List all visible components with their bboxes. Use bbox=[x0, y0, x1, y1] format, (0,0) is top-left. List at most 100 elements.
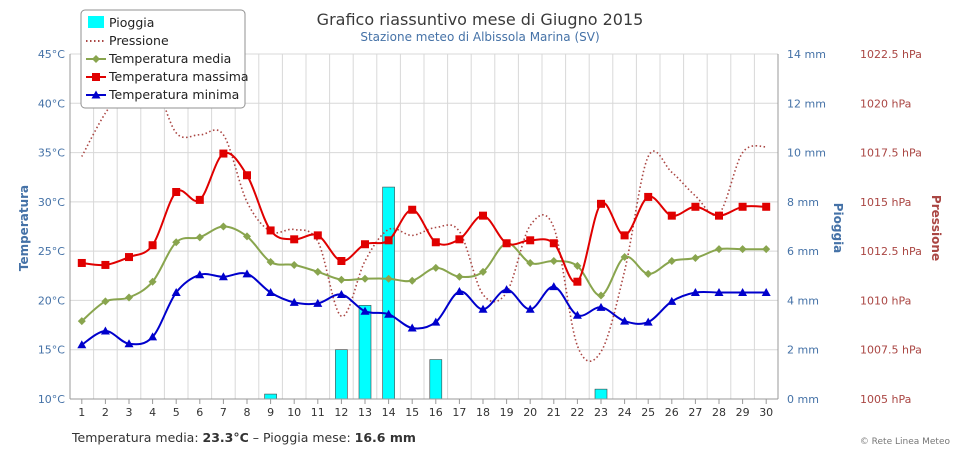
rain-tick-label: 0 mm bbox=[787, 393, 819, 406]
temperatura-media-point bbox=[620, 253, 629, 262]
temperature-tick-label: 35°C bbox=[38, 147, 65, 160]
temperatura-media-point bbox=[195, 233, 204, 242]
temperatura-media-point bbox=[172, 238, 181, 247]
x-tick-label: 28 bbox=[712, 406, 726, 419]
rain-tick-label: 4 mm bbox=[787, 294, 819, 307]
triangle-marker-icon bbox=[91, 90, 101, 99]
temperatura-media-point bbox=[573, 261, 582, 270]
temperatura-minima-point bbox=[171, 288, 181, 297]
temperatura-media-point bbox=[479, 267, 487, 276]
temperatura-massima-point bbox=[455, 235, 464, 244]
temperatura-media-point bbox=[762, 245, 771, 254]
temperatura-massima-point bbox=[644, 192, 653, 201]
rain-tick-label: 12 mm bbox=[787, 97, 826, 110]
legend-item-temperatura-massima[interactable]: Temperatura massima bbox=[86, 69, 249, 84]
temperatura-media-point bbox=[77, 317, 86, 326]
temperatura-massima-point bbox=[573, 277, 582, 286]
temperatura-minima-point bbox=[100, 326, 110, 335]
chart-subtitle: Stazione meteo di Albissola Marina (SV) bbox=[360, 30, 599, 44]
temperatura-media-point bbox=[597, 291, 605, 300]
rain-bar bbox=[594, 388, 608, 400]
legend-item-temperatura-media[interactable]: Temperatura media bbox=[86, 51, 231, 66]
temperatura-media-point bbox=[738, 245, 747, 254]
temperatura-minima-point bbox=[124, 339, 134, 348]
temperature-tick-label: 25°C bbox=[38, 245, 65, 258]
temperatura-massima-point bbox=[762, 202, 771, 211]
rain-axis-title: Pioggia bbox=[831, 203, 845, 254]
x-tick-label: 24 bbox=[618, 406, 632, 419]
temperatura-media-point bbox=[526, 258, 535, 267]
temperatura-media-point bbox=[549, 257, 558, 265]
chart-legend: Pioggia Pressione Temperatura media Temp… bbox=[80, 9, 249, 109]
temperatura-minima-point bbox=[336, 290, 346, 299]
temperatura-minima-point bbox=[384, 309, 394, 318]
temperature-tick-label: 10°C bbox=[38, 393, 65, 406]
footer-rain-label: Pioggia mese: bbox=[263, 430, 351, 445]
x-tick-label: 11 bbox=[311, 406, 325, 419]
temperatura-media-point bbox=[384, 274, 393, 283]
temperatura-media-point bbox=[101, 297, 110, 306]
pressure-tick-label: 1012.5 hPa bbox=[860, 245, 922, 258]
diamond-marker-icon bbox=[92, 55, 100, 63]
temperatura-massima-point bbox=[431, 238, 440, 247]
temperatura-minima-point bbox=[266, 288, 276, 297]
rain-bar bbox=[429, 359, 443, 400]
footer-summary: Temperatura media: 23.3°C – Pioggia mese… bbox=[71, 430, 416, 445]
temperatura-massima-point bbox=[502, 239, 511, 248]
temperatura-media-point bbox=[408, 276, 417, 285]
temperatura-minima-point bbox=[77, 340, 87, 349]
legend-label: Pressione bbox=[109, 33, 169, 48]
legend-label: Temperatura minima bbox=[108, 87, 239, 102]
temperatura-massima-point bbox=[266, 226, 275, 235]
x-tick-label: 14 bbox=[382, 406, 396, 419]
temperatura-massima-point bbox=[101, 260, 110, 269]
temperatura-massima-point bbox=[125, 253, 133, 262]
chart-title: Grafico riassuntivo mese di Giugno 2015 bbox=[317, 10, 644, 29]
x-tick-label: 27 bbox=[688, 406, 702, 419]
rain-bar bbox=[264, 393, 277, 400]
legend-label: Pioggia bbox=[109, 15, 154, 30]
temperatura-massima-point bbox=[715, 211, 723, 220]
temperatura-minima-point bbox=[195, 270, 205, 279]
legend-box bbox=[80, 9, 246, 109]
x-tick-label: 19 bbox=[500, 406, 514, 419]
x-tick-label: 10 bbox=[287, 406, 301, 419]
temperatura-massima-point bbox=[290, 235, 299, 244]
temperatura-minima-point bbox=[360, 306, 370, 315]
pressure-tick-label: 1010 hPa bbox=[860, 294, 911, 307]
pressure-axis-title: Pressione bbox=[929, 195, 943, 261]
legend-item-pressione[interactable]: Pressione bbox=[86, 33, 169, 48]
pressure-tick-label: 1022.5 hPa bbox=[860, 48, 922, 61]
x-tick-label: 8 bbox=[244, 406, 251, 419]
temperatura-massima-point bbox=[526, 236, 535, 245]
square-marker-icon bbox=[92, 73, 100, 81]
footer-rain-value: 16.6 mm bbox=[355, 430, 416, 445]
rain-tick-label: 10 mm bbox=[787, 147, 826, 160]
temperatura-media-point bbox=[715, 245, 723, 254]
temperatura-massima-point bbox=[337, 257, 346, 265]
x-tick-label: 29 bbox=[736, 406, 750, 419]
temperatura-minima-point bbox=[761, 288, 771, 297]
temperatura-media-point bbox=[290, 260, 299, 269]
temperatura-minima-point bbox=[643, 317, 653, 326]
x-tick-label: 16 bbox=[429, 406, 443, 419]
legend-item-temperatura-minima[interactable]: Temperatura minima bbox=[86, 87, 239, 102]
temperatura-massima-point bbox=[243, 171, 251, 180]
temperatura-minima-point bbox=[738, 288, 748, 297]
x-tick-label: 25 bbox=[641, 406, 655, 419]
x-tick-label: 2 bbox=[102, 406, 109, 419]
x-tick-label: 6 bbox=[196, 406, 203, 419]
temperatura-media-point bbox=[644, 269, 653, 278]
legend-item-pioggia[interactable]: Pioggia bbox=[88, 15, 154, 30]
temperatura-massima-point bbox=[361, 240, 369, 249]
temperatura-media-point bbox=[148, 277, 157, 286]
temperatura-minima-point bbox=[289, 297, 299, 306]
footer-media-label: Temperatura media: bbox=[71, 430, 199, 445]
series-markers bbox=[77, 149, 771, 349]
temperature-tick-label: 15°C bbox=[38, 344, 65, 357]
legend-rain-swatch bbox=[88, 16, 104, 28]
temperatura-media-point bbox=[361, 274, 369, 283]
rain-bars bbox=[264, 186, 608, 400]
temperatura-massima-point bbox=[77, 258, 86, 267]
